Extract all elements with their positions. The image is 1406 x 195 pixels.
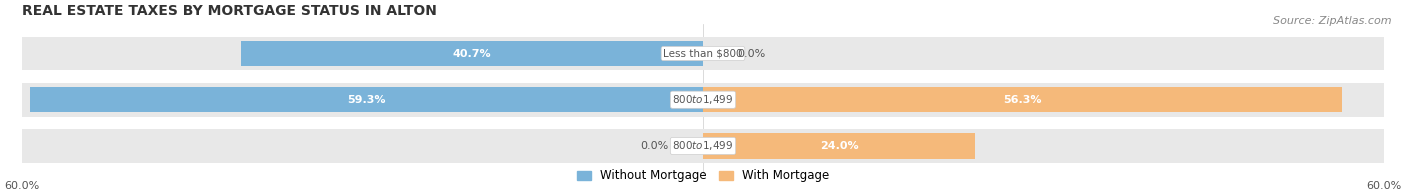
Text: $800 to $1,499: $800 to $1,499 [672, 139, 734, 152]
Bar [703, 87, 1343, 113]
Text: Source: ZipAtlas.com: Source: ZipAtlas.com [1274, 16, 1392, 26]
Bar [21, 83, 703, 117]
Bar [703, 133, 976, 159]
Text: 0.0%: 0.0% [737, 49, 765, 58]
Bar [703, 83, 1385, 117]
Text: Less than $800: Less than $800 [664, 49, 742, 58]
Bar [30, 87, 703, 113]
Text: 59.3%: 59.3% [347, 95, 385, 105]
Text: 56.3%: 56.3% [1004, 95, 1042, 105]
Text: $800 to $1,499: $800 to $1,499 [672, 93, 734, 106]
Bar [240, 41, 703, 66]
Bar [703, 129, 1385, 163]
Text: 40.7%: 40.7% [453, 49, 491, 58]
Text: REAL ESTATE TAXES BY MORTGAGE STATUS IN ALTON: REAL ESTATE TAXES BY MORTGAGE STATUS IN … [21, 4, 437, 18]
Bar [703, 37, 1385, 70]
Legend: Without Mortgage, With Mortgage: Without Mortgage, With Mortgage [576, 169, 830, 182]
Text: 0.0%: 0.0% [641, 141, 669, 151]
Bar [21, 37, 703, 70]
Bar [21, 129, 703, 163]
Text: 24.0%: 24.0% [820, 141, 859, 151]
